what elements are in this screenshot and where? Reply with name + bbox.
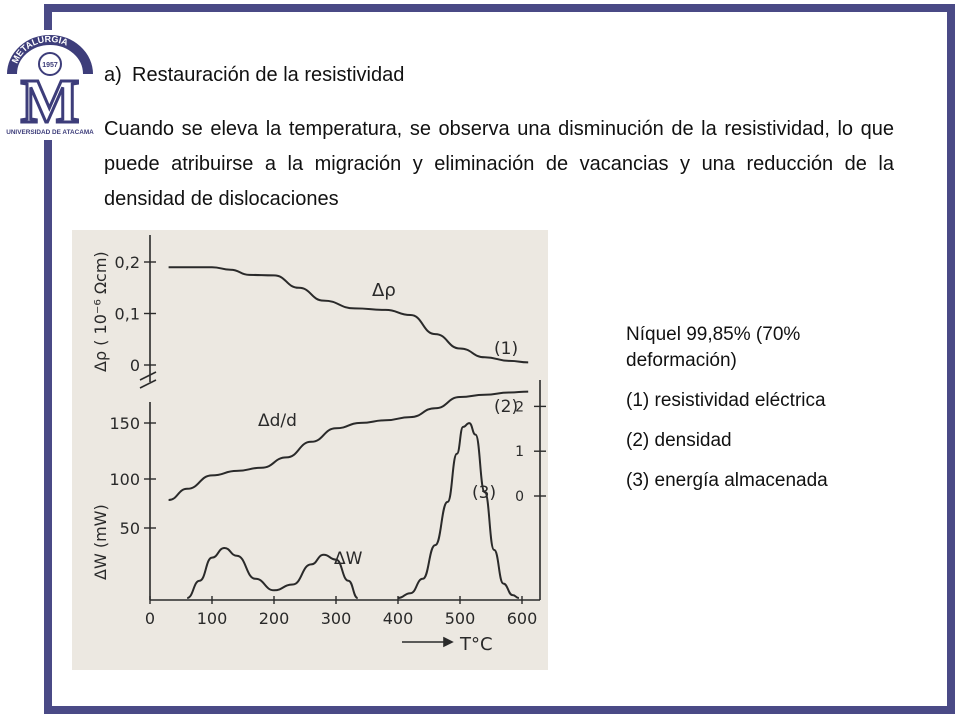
x-tick-label: 400	[383, 609, 414, 628]
logo-graphic: METALURGIA 1957 M UNIVERSIDAD DE ATACAMA	[6, 34, 94, 138]
resistivity-axis-title: Δρ ( 10⁻⁶ Ωcm)	[91, 251, 110, 372]
energy-tick-label: 100	[109, 470, 140, 489]
logo-bottom-text: UNIVERSIDAD DE ATACAMA	[6, 129, 94, 136]
density-curve	[168, 390, 529, 501]
x-tick-label: 500	[445, 609, 476, 628]
scanned-figure: 0,2 0,1 0 150 100 50 2 1 0 0 100 200 300 400 500 600 Δρ …	[72, 230, 586, 670]
resistivity-number-label: (1)	[494, 339, 518, 359]
density-tick-label: 0	[515, 489, 524, 505]
body-paragraph: Cuando se eleva la temperatura, se obser…	[104, 118, 894, 210]
heading-marker: a)	[104, 64, 122, 86]
energy-tick-label: 150	[109, 414, 140, 433]
resistivity-curve-label: Δρ	[372, 280, 396, 301]
legend-item-energy: (3) energía almacenada	[626, 470, 828, 491]
axis-break-mark-1	[139, 371, 157, 381]
chart-legend: Níquel 99,85% (70% deformación) (1) resi…	[626, 322, 866, 508]
legend-item-density: (2) densidad	[626, 430, 732, 451]
energy-number-label: (3)	[472, 483, 496, 503]
density-number-label: (2)	[494, 397, 518, 417]
energy-curve-label: ΔW	[334, 549, 363, 569]
x-tick-label: 200	[259, 609, 290, 628]
legend-title: Níquel 99,85% (70% deformación)	[626, 324, 801, 371]
section-heading: a) Restauración de la resistividad	[104, 64, 404, 87]
density-tick-label: 1	[515, 444, 524, 460]
density-tick-label: 2	[515, 399, 524, 415]
frame-right-bar	[947, 4, 955, 714]
logo-letter: M	[21, 68, 80, 136]
frame-top-bar	[44, 4, 955, 12]
logo-year: 1957	[42, 62, 58, 69]
frame-left-bar	[44, 4, 52, 714]
x-tick-label: 0	[145, 609, 155, 628]
x-axis-title: T°C	[459, 634, 493, 655]
energy-axis-title: ΔW (mW)	[91, 504, 110, 580]
university-logo: METALURGIA 1957 M UNIVERSIDAD DE ATACAMA	[2, 30, 98, 140]
legend-item-resistivity: (1) resistividad eléctrica	[626, 390, 826, 411]
energy-curve-segment-1	[186, 546, 359, 599]
x-tick-label: 300	[321, 609, 352, 628]
heading-title: Restauración de la resistividad	[132, 64, 405, 86]
energy-tick-label: 50	[120, 519, 140, 538]
resistivity-tick-label: 0,1	[115, 305, 140, 324]
energy-curve-segment-2	[397, 422, 520, 599]
axis-break-mark-2	[139, 379, 157, 389]
temperature-arrow-head	[443, 636, 454, 648]
x-tick-label: 100	[197, 609, 228, 628]
resistivity-curve	[168, 266, 529, 364]
density-curve-label: Δd/d	[258, 411, 297, 431]
resistivity-tick-label: 0,2	[115, 253, 140, 272]
frame-bottom-bar	[44, 706, 955, 714]
resistivity-tick-label: 0	[130, 356, 140, 375]
x-tick-label: 600	[507, 609, 538, 628]
